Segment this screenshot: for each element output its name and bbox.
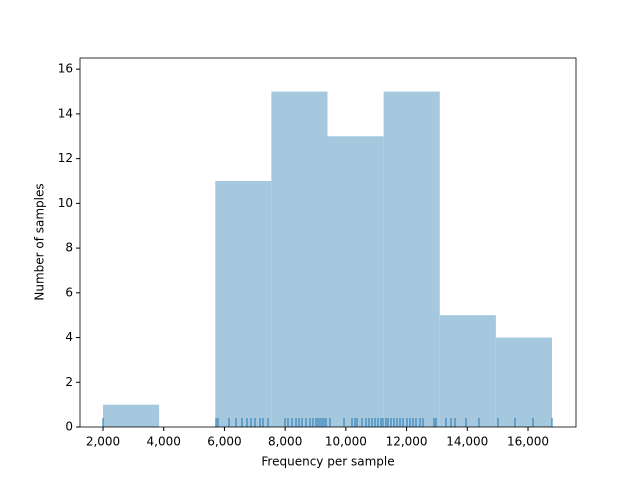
y-tick-label: 10: [58, 196, 73, 210]
bar: [495, 337, 552, 427]
bar: [439, 315, 496, 427]
x-tick-label: 6,000: [207, 435, 241, 449]
x-tick-label: 14,000: [446, 435, 488, 449]
y-tick-label: 2: [65, 375, 73, 389]
x-tick-label: 10,000: [325, 435, 367, 449]
y-tick-label: 6: [65, 285, 73, 299]
bar: [271, 91, 328, 427]
plot-frame: [79, 57, 577, 428]
y-tick-label: 12: [58, 151, 73, 165]
y-tick-label: 8: [65, 241, 73, 255]
x-tick-label: 8,000: [268, 435, 302, 449]
bar: [383, 91, 440, 427]
bar: [215, 181, 272, 427]
x-axis-label: Frequency per sample: [261, 455, 394, 469]
x-tick-label: 12,000: [386, 435, 428, 449]
x-tick-label: 2,000: [86, 435, 120, 449]
x-tick-label: 16,000: [507, 435, 549, 449]
bar: [103, 404, 160, 427]
y-tick-label: 16: [58, 62, 73, 76]
y-axis-label: Number of samples: [33, 183, 47, 300]
y-tick-label: 4: [65, 330, 73, 344]
y-tick-label: 0: [65, 420, 73, 434]
y-tick-label: 14: [58, 106, 73, 120]
bar: [327, 136, 384, 428]
x-tick-label: 4,000: [147, 435, 181, 449]
